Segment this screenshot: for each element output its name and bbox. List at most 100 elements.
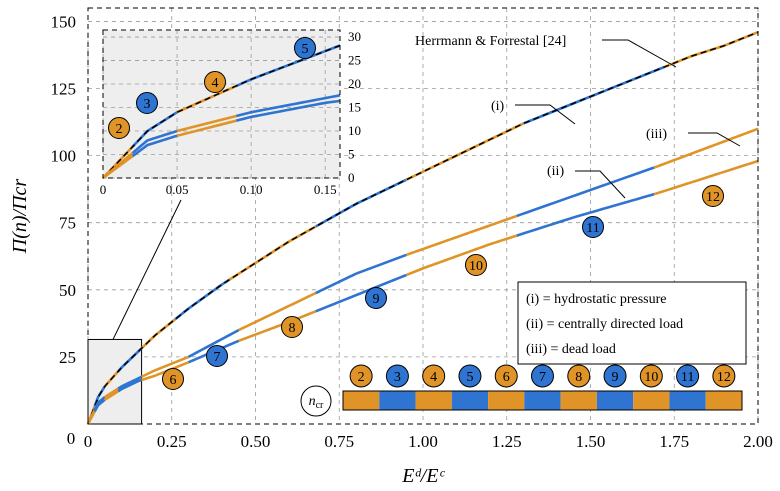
mode-strip-circle xyxy=(567,364,591,388)
inset-series-iii-segment xyxy=(176,119,237,137)
mode-strip-circle xyxy=(494,364,518,388)
series-ii-segment xyxy=(516,166,655,218)
mode-badge-label: 9 xyxy=(373,292,380,307)
y-tick-label: 50 xyxy=(59,281,76,300)
mode-badge-12: 12 xyxy=(702,185,724,207)
mode-strip-badge-8: 8 xyxy=(567,364,591,388)
mode-strip-label: 3 xyxy=(394,370,401,385)
mode-strip-segment xyxy=(379,391,416,410)
mode-strip-circle xyxy=(531,364,554,388)
series-i-segment xyxy=(117,347,143,373)
mode-badge-label: 2 xyxy=(116,122,123,137)
mode-strip-label: 9 xyxy=(612,370,619,385)
mode-badge-label: 7 xyxy=(214,350,221,365)
series-ii-segment xyxy=(141,355,189,378)
x-tick-label: 1.25 xyxy=(492,432,522,451)
inset-frame xyxy=(102,29,341,179)
x-tick-label: 1.00 xyxy=(408,432,438,451)
mode-badge-circle xyxy=(582,216,604,238)
mode-strip-label: 12 xyxy=(717,370,731,385)
inset-y-tick-label: 0 xyxy=(348,170,355,185)
zoom-connector xyxy=(112,199,182,340)
inset-x-tick-label: 0.05 xyxy=(166,182,189,197)
mode-badge-circle xyxy=(365,287,387,309)
mode-strip-label: 11 xyxy=(681,370,694,385)
mode-strip-circle xyxy=(712,364,736,388)
mode-strip-label: 8 xyxy=(575,370,582,385)
series-iii-segment xyxy=(93,398,106,413)
mode-strip-badge-9: 9 xyxy=(603,364,627,388)
y-axis-label: Π(n)/Πcr xyxy=(9,179,31,255)
mode-strip-label: 7 xyxy=(539,370,546,385)
plot-frame xyxy=(87,7,759,425)
mode-strip-title-circle xyxy=(300,385,332,417)
inset-x-tick-label: 0.15 xyxy=(314,182,337,197)
y-tick-label: 125 xyxy=(51,80,77,99)
annotations: Herrmann & Forrestal [24] (i) (iii) (ii) xyxy=(415,34,741,199)
mode-strip-badge-7: 7 xyxy=(531,364,554,388)
inset-x-tick-label: 0.10 xyxy=(240,182,263,197)
series-iii-segment xyxy=(104,390,119,401)
y-tick-label: 100 xyxy=(51,147,77,166)
series-iii-segment xyxy=(516,192,655,237)
inset-series-iii-segment xyxy=(131,134,178,158)
inset-series-iii-segment xyxy=(235,99,341,122)
series-ii-segment xyxy=(187,328,240,359)
mode-badge-8: 8 xyxy=(281,316,303,338)
mode-strip-segment xyxy=(633,391,670,410)
inset-series-iii-segment xyxy=(102,155,134,180)
mode-badge-circle xyxy=(136,92,158,114)
reference-annotation: Herrmann & Forrestal [24] xyxy=(415,34,677,68)
mode-strip-label: 4 xyxy=(430,370,437,385)
main-plot xyxy=(86,30,759,425)
mode-badge-circle xyxy=(702,185,724,207)
mode-strip-segment xyxy=(415,391,452,410)
series-iii-segment xyxy=(315,273,407,313)
annotation-text: (ii) xyxy=(547,164,564,179)
inset-y-tick-label: 20 xyxy=(348,76,361,91)
mode-badge-2: 2 xyxy=(108,117,130,139)
legend-box xyxy=(517,281,747,365)
mode-badge-label: 12 xyxy=(706,190,720,205)
reference-curve xyxy=(87,31,759,425)
mode-badge-label: 5 xyxy=(302,42,309,57)
inset-y-tick-label: 10 xyxy=(348,123,361,138)
x-tick-label: 0 xyxy=(84,432,93,451)
mode-strip: 2 3 4 5 6 7 8 9 10 11 12 ncr xyxy=(300,364,743,417)
mode-strip-segment xyxy=(669,391,706,410)
y-tick-label: 75 xyxy=(59,214,76,233)
mode-strip-circle xyxy=(349,364,373,388)
mode-badge-label: 10 xyxy=(469,259,483,274)
mode-strip-circle xyxy=(603,364,627,388)
x-tick-label: 0.75 xyxy=(324,432,354,451)
mode-strip-label: 6 xyxy=(503,370,510,385)
mode-strip-circle xyxy=(385,364,409,388)
mode-badge-7: 7 xyxy=(206,345,228,367)
mode-strip-circle xyxy=(639,364,663,388)
x-tick-label: 1.50 xyxy=(576,432,606,451)
annotation-leader xyxy=(575,170,626,199)
mode-strip-label: 5 xyxy=(466,370,473,385)
mode-badges: 2 3 4 5 6 7 8 9 10 11 12 xyxy=(108,37,724,390)
mode-badge-circle xyxy=(465,254,487,276)
inset-y-tick-label: 5 xyxy=(348,147,355,162)
mode-badge-circle xyxy=(108,117,130,139)
annotation-text: (iii) xyxy=(646,127,667,142)
mode-badge-circle xyxy=(294,37,316,59)
annotation-leader xyxy=(688,132,741,147)
mode-strip-badge-2: 2 xyxy=(349,364,373,388)
mode-badge-9: 9 xyxy=(365,287,387,309)
origin-tick-label: 0 xyxy=(67,429,76,448)
inset-series-ii-segment xyxy=(235,94,341,118)
mode-strip-circle xyxy=(676,364,700,388)
mode-badge-5: 5 xyxy=(294,37,316,59)
mode-strip-label: 2 xyxy=(358,370,365,385)
mode-strip-frame xyxy=(342,390,743,411)
inset-x-tick-label: 0 xyxy=(100,182,107,197)
mode-strip-segment xyxy=(343,391,380,410)
series-ii-segment xyxy=(117,375,143,390)
legend-entry: (i) = hydrostatic pressure xyxy=(526,292,666,307)
reference-curve xyxy=(102,44,341,179)
mode-badge-circle xyxy=(162,368,184,390)
